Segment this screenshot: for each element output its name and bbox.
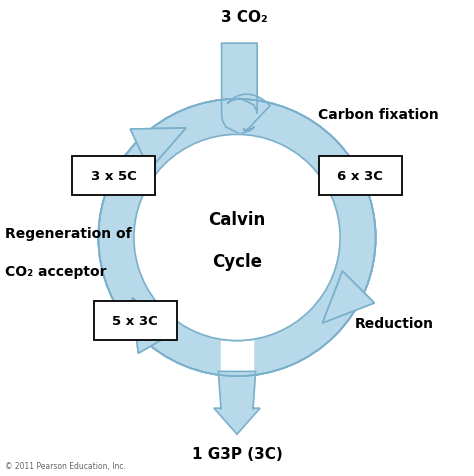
Text: Regeneration of: Regeneration of: [5, 226, 131, 240]
Text: CO₂ acceptor: CO₂ acceptor: [5, 264, 106, 278]
Text: Calvin: Calvin: [209, 210, 265, 228]
Bar: [221, 338, 253, 381]
Text: 5 x 3C: 5 x 3C: [112, 314, 158, 327]
Circle shape: [134, 135, 340, 341]
FancyBboxPatch shape: [319, 157, 401, 196]
Text: Cycle: Cycle: [212, 253, 262, 271]
Polygon shape: [322, 271, 374, 323]
Text: 3 x 5C: 3 x 5C: [91, 170, 137, 183]
Circle shape: [99, 99, 375, 377]
Text: © 2011 Pearson Education, Inc.: © 2011 Pearson Education, Inc.: [5, 461, 126, 470]
Polygon shape: [132, 298, 177, 354]
Polygon shape: [214, 372, 260, 434]
Text: Carbon fixation: Carbon fixation: [318, 108, 438, 122]
Text: 3 CO₂: 3 CO₂: [221, 10, 267, 25]
Polygon shape: [130, 129, 186, 170]
Polygon shape: [221, 44, 270, 135]
FancyBboxPatch shape: [93, 301, 176, 340]
Text: 1 G3P (3C): 1 G3P (3C): [191, 446, 283, 461]
FancyBboxPatch shape: [72, 157, 155, 196]
Circle shape: [134, 135, 340, 341]
Polygon shape: [130, 129, 186, 170]
Circle shape: [134, 135, 340, 341]
Text: 6 x 3C: 6 x 3C: [337, 170, 383, 183]
Polygon shape: [322, 271, 374, 323]
Polygon shape: [132, 298, 177, 354]
Text: Reduction: Reduction: [355, 316, 434, 330]
